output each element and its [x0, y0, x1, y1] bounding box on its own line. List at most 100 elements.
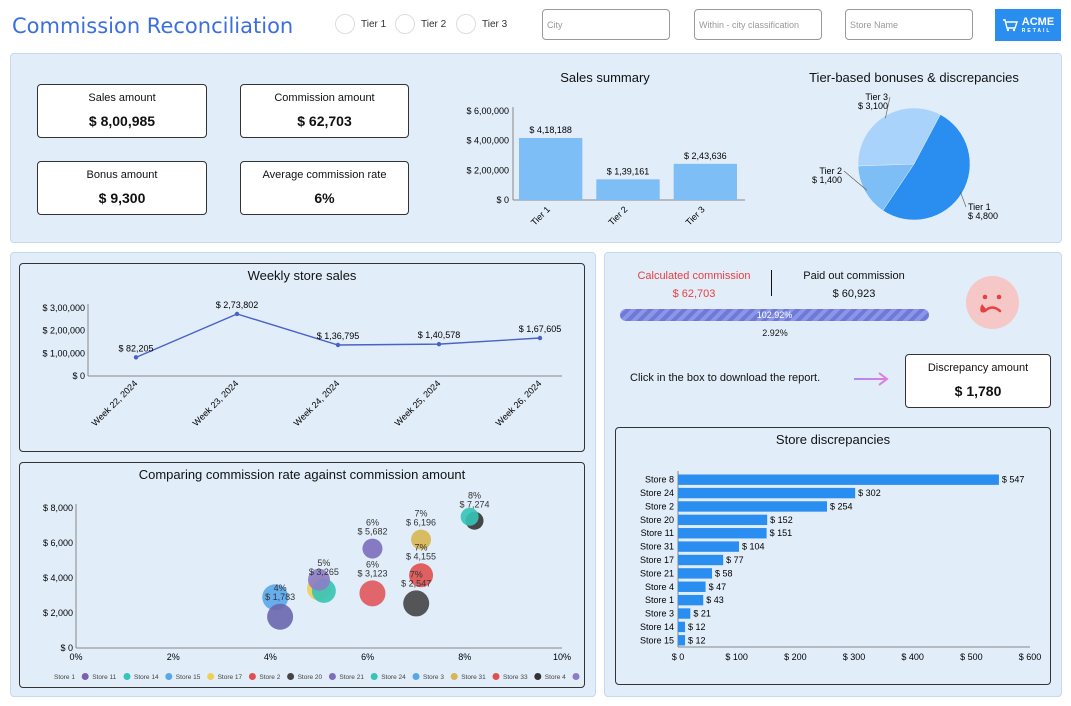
sales-amount-card: Sales amount $ 8,00,985 — [37, 84, 207, 138]
radio-circle[interactable] — [456, 14, 476, 34]
bar-value-label: $ 12 — [688, 622, 706, 632]
x-tick-label: $ 200 — [784, 652, 807, 662]
classification-filter-input[interactable]: Within - city classification — [694, 9, 822, 40]
data-point — [234, 311, 240, 317]
sad-face-icon — [966, 276, 1019, 329]
rate-vs-amount-card — [19, 462, 585, 688]
legend-label: Store 20 — [298, 674, 323, 681]
slice-leader-line — [843, 170, 868, 191]
legend-label: Store 1 — [54, 674, 75, 681]
slice-leader-line — [960, 191, 967, 208]
bubble-amount-label: $ 3,123 — [357, 568, 387, 578]
bar — [678, 568, 713, 579]
y-tick-label: Store 2 — [645, 501, 674, 511]
x-tick-label: $ 100 — [725, 652, 748, 662]
bubble-amount-label: $ 4,155 — [406, 551, 436, 561]
bar-value-label: $ 302 — [858, 488, 881, 498]
tier-3-radio[interactable]: Tier 3 — [456, 14, 507, 34]
sales-amount-value: $ 8,00,985 — [88, 113, 156, 129]
slice-label: Tier 1 — [968, 202, 991, 212]
y-tick-label: Store 4 — [645, 582, 674, 592]
discrepancy-download-box[interactable]: Discrepancy amount $ 1,780 — [905, 354, 1051, 408]
x-tick-label: Week 23, 2024 — [191, 378, 241, 428]
y-tick-label: $ 0 — [60, 643, 73, 653]
legend-swatch — [534, 673, 542, 680]
discrepancy-value: $ 1,780 — [954, 383, 1002, 399]
x-tick-label: Week 24, 2024 — [292, 378, 342, 428]
legend-label: Store 2 — [259, 674, 280, 681]
bar-value-label: $ 254 — [830, 501, 853, 511]
bar-value-label: $ 104 — [742, 542, 765, 552]
y-tick-label: $ 4,00,000 — [466, 136, 509, 146]
legend-swatch — [572, 673, 580, 680]
bubble — [409, 563, 434, 588]
bubble-rate-label: 8% — [468, 491, 481, 501]
radio-circle[interactable] — [335, 14, 355, 34]
legend-swatch — [492, 673, 500, 680]
y-tick-label: $ 2,00,000 — [42, 326, 85, 336]
pie-slice — [882, 114, 971, 221]
y-tick-label: Store 31 — [640, 542, 674, 552]
logo-sub: RETAIL — [1021, 28, 1052, 34]
bubble — [308, 568, 330, 591]
weekly-sales-title: Weekly store sales — [247, 268, 357, 283]
bubble-amount-label: $ 3,265 — [309, 567, 339, 577]
bubble — [411, 529, 432, 550]
x-tick-label: $ 0 — [672, 652, 685, 662]
bar — [678, 554, 724, 566]
y-tick-label: Store 21 — [640, 568, 674, 578]
legend-swatch — [81, 673, 89, 680]
bubble — [267, 603, 294, 630]
legend-label: Store 4 — [545, 674, 566, 681]
bubble-amount-label: $ 6,196 — [406, 518, 436, 528]
divider — [771, 270, 772, 296]
legend-swatch — [287, 673, 295, 680]
bubble-rate-label: 7% — [415, 542, 428, 552]
commission-progress-bar: 102.92% — [620, 309, 929, 321]
commission-amount-label: Commission amount — [274, 92, 375, 104]
data-point — [133, 355, 139, 360]
radio-circle[interactable] — [395, 14, 415, 34]
bubble-rate-label: 6% — [366, 518, 379, 528]
sales-summary-title: Sales summary — [560, 70, 650, 85]
bubble-amount-label: $ 7,274 — [460, 500, 490, 510]
tier-1-radio[interactable]: Tier 1 — [335, 14, 386, 34]
bar — [678, 594, 704, 606]
avg-rate-value: 6% — [314, 190, 335, 206]
bar-value-label: $ 21 — [693, 609, 711, 619]
y-tick-label: $ 2,00,000 — [466, 165, 509, 175]
legend-swatch — [450, 673, 458, 680]
page-title: Commission Reconciliation — [12, 14, 294, 38]
legend-label: Store 33 — [503, 674, 528, 681]
bar — [673, 163, 737, 200]
x-tick-label: Week 26, 2024 — [494, 378, 544, 428]
bar — [678, 635, 686, 646]
bar-value-label: $ 77 — [726, 555, 744, 565]
y-tick-label: Store 24 — [640, 488, 674, 498]
store-filter-input[interactable]: Store Name — [845, 9, 973, 40]
bubble — [460, 507, 479, 526]
bar-value-label: $ 43 — [706, 595, 724, 605]
bar-value-label: $ 4,18,188 — [529, 125, 572, 135]
tier-bonus-title: Tier-based bonuses & discrepancies — [809, 70, 1019, 85]
y-tick-label: $ 0 — [496, 195, 509, 205]
y-tick-label: Store 3 — [645, 609, 674, 619]
sales-panel — [10, 252, 596, 697]
legend-label: Store 3 — [423, 674, 444, 681]
x-tick-label: $ 400 — [901, 652, 924, 662]
bar — [678, 514, 768, 526]
tier-2-radio[interactable]: Tier 2 — [395, 14, 446, 34]
slice-value-label: $ 4,800 — [968, 211, 998, 221]
x-tick-label: Tier 1 — [529, 204, 552, 227]
y-tick-label: $ 4,000 — [43, 573, 73, 583]
x-tick-label: Week 25, 2024 — [393, 378, 443, 428]
bar-value-label: $ 151 — [770, 528, 793, 538]
x-tick-label: 2% — [167, 652, 180, 662]
bonus-amount-card: Bonus amount $ 9,300 — [37, 161, 207, 215]
data-point — [537, 335, 543, 341]
y-tick-label: $ 1,00,000 — [42, 348, 85, 358]
city-filter-input[interactable]: City — [542, 9, 670, 40]
logo-main: ACME — [1021, 16, 1055, 28]
bonus-amount-label: Bonus amount — [86, 169, 158, 181]
data-label: $ 1,40,578 — [418, 330, 461, 340]
